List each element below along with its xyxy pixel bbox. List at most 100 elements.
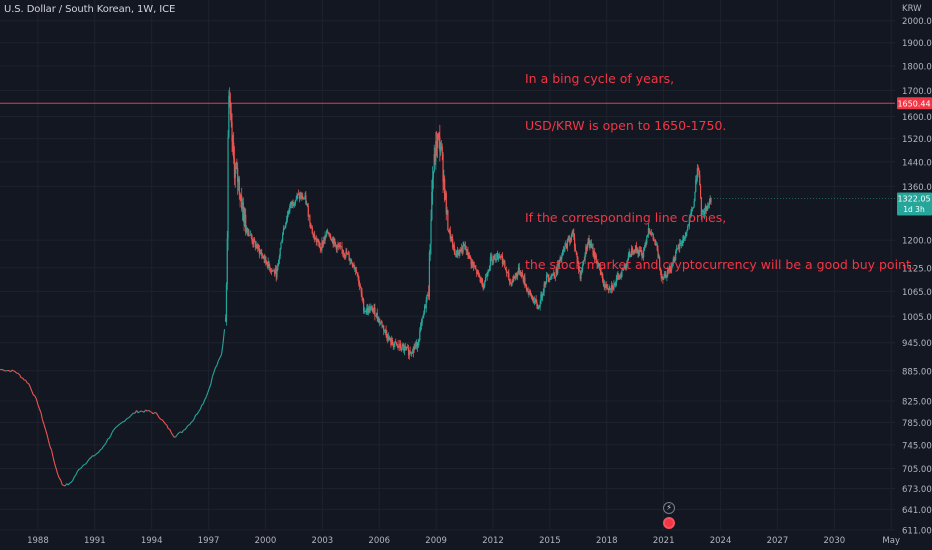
candle-body <box>678 246 680 249</box>
line-segment <box>204 396 207 400</box>
candle-body <box>261 253 263 256</box>
candle-body <box>259 251 261 254</box>
candle-body <box>367 307 370 313</box>
candle-body <box>513 276 516 279</box>
candle-body <box>523 277 525 282</box>
candle-body <box>396 344 398 346</box>
price-tag-horizontal-line <box>897 97 932 110</box>
candle-body <box>646 236 648 244</box>
line-segment <box>214 365 218 369</box>
line-segment <box>83 463 86 466</box>
candle-body <box>643 247 646 251</box>
lightning-icon[interactable]: ⚡ <box>663 502 675 514</box>
candle-body <box>667 269 669 276</box>
candle-body <box>558 260 560 265</box>
candle-body <box>553 273 555 276</box>
candle-body <box>371 307 374 312</box>
candle-body <box>617 275 619 277</box>
line-segment <box>105 438 109 443</box>
candle-body <box>501 256 503 257</box>
candle-body <box>667 269 670 271</box>
candle-body <box>511 280 513 286</box>
candle-body <box>537 306 540 309</box>
candle-body <box>435 140 437 162</box>
candle-body <box>514 275 516 279</box>
candle-body <box>330 239 333 242</box>
candle-body <box>655 240 657 246</box>
line-segment <box>14 371 18 374</box>
line-segment <box>139 410 142 413</box>
x-tick-label: 2006 <box>368 536 390 546</box>
candle-body <box>468 255 470 259</box>
line-segment <box>190 420 194 423</box>
candle-body <box>521 273 524 277</box>
candle-body <box>508 273 510 281</box>
candle-body <box>687 225 690 227</box>
line-segment <box>29 387 33 392</box>
candle-body <box>464 245 467 249</box>
candle-body <box>509 280 511 283</box>
candle-body <box>660 270 662 279</box>
candle-body <box>314 234 316 240</box>
candle-body <box>679 242 682 244</box>
candle-body <box>659 267 662 271</box>
candle-body <box>284 226 286 228</box>
x-tick-label: 2003 <box>312 536 334 546</box>
candle-body <box>487 271 489 276</box>
candle-body <box>282 229 285 235</box>
candle-body <box>310 227 313 229</box>
candle-body <box>673 258 675 262</box>
candle-body <box>443 178 445 183</box>
candle-body <box>322 241 324 245</box>
line-segment <box>131 412 134 415</box>
candle-body <box>400 348 402 350</box>
chart-annotation: In a bing cycle of years, USD/KRW is ope… <box>525 40 915 288</box>
candle-body <box>480 278 482 283</box>
candle-body <box>630 256 632 257</box>
candle-body <box>280 241 282 249</box>
line-segment <box>46 434 50 442</box>
candle-body <box>481 278 483 287</box>
candle-body <box>373 307 375 310</box>
candle-body <box>703 211 706 215</box>
y-tick-label: 825.00 <box>902 398 932 408</box>
candle-body <box>624 265 626 267</box>
candle-body <box>444 178 446 200</box>
candle-body <box>607 288 609 290</box>
candle-body <box>467 249 469 256</box>
candle-body <box>602 274 604 282</box>
candle-body <box>598 263 600 267</box>
candle-body <box>668 266 670 271</box>
candle-body <box>690 212 692 215</box>
candle-body <box>542 291 544 296</box>
candle-body <box>404 346 406 348</box>
candle-body <box>695 180 697 192</box>
candle-body <box>455 254 457 258</box>
candle-body <box>441 146 443 155</box>
candle-body <box>579 271 581 279</box>
candle-body <box>545 274 548 282</box>
line-segment <box>152 412 156 415</box>
candle-body <box>530 293 532 297</box>
candle-body <box>426 294 428 301</box>
candle-body <box>522 276 524 282</box>
candle-body <box>333 238 335 245</box>
candle-body <box>368 307 370 313</box>
candle-body <box>648 228 650 233</box>
line-segment <box>178 431 181 434</box>
candle-body <box>461 248 463 253</box>
candle-body <box>355 267 357 271</box>
candle-body <box>528 292 530 294</box>
candle-body <box>665 274 667 277</box>
line-segment <box>10 369 13 373</box>
candle-body <box>322 240 325 245</box>
candle-body <box>344 255 346 257</box>
flag-icon[interactable] <box>663 517 675 529</box>
candle-body <box>378 318 380 322</box>
line-segment <box>164 423 168 426</box>
candle-body <box>545 281 547 285</box>
candle-body <box>560 257 562 260</box>
candle-body <box>338 245 341 247</box>
y-tick-label: 1600.00 <box>902 113 932 123</box>
